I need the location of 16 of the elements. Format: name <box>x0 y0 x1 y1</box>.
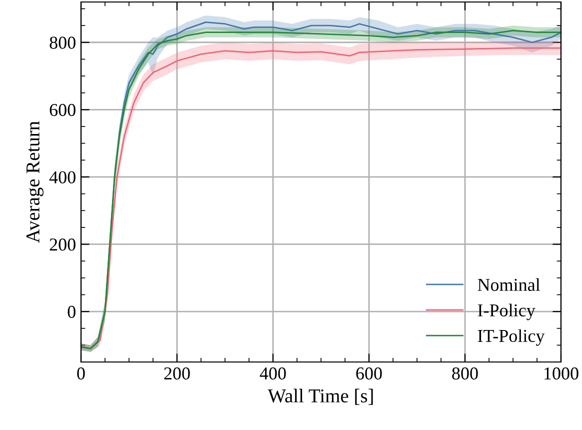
y-tick-label: 600 <box>50 104 76 116</box>
y-tick-label: 0 <box>68 306 76 318</box>
legend-label: I-Policy <box>478 304 536 320</box>
x-tick-label: 400 <box>260 367 286 380</box>
x-tick-label: 200 <box>164 367 190 380</box>
x-tick-label: 1000 <box>544 367 578 380</box>
legend-label: Nominal <box>478 278 540 291</box>
x-tick-label: 600 <box>356 367 382 380</box>
legend-label: IT-Policy <box>478 329 545 346</box>
y-tick-label: 400 <box>49 171 76 184</box>
y-axis-title: Average Return <box>26 121 44 243</box>
x-tick-label: 0 <box>77 367 85 380</box>
x-axis-title: Wall Time [s] <box>268 388 373 405</box>
y-tick-label: 200 <box>50 238 76 251</box>
x-tick-label: 800 <box>452 367 478 380</box>
y-tick-label: 800 <box>50 36 76 49</box>
